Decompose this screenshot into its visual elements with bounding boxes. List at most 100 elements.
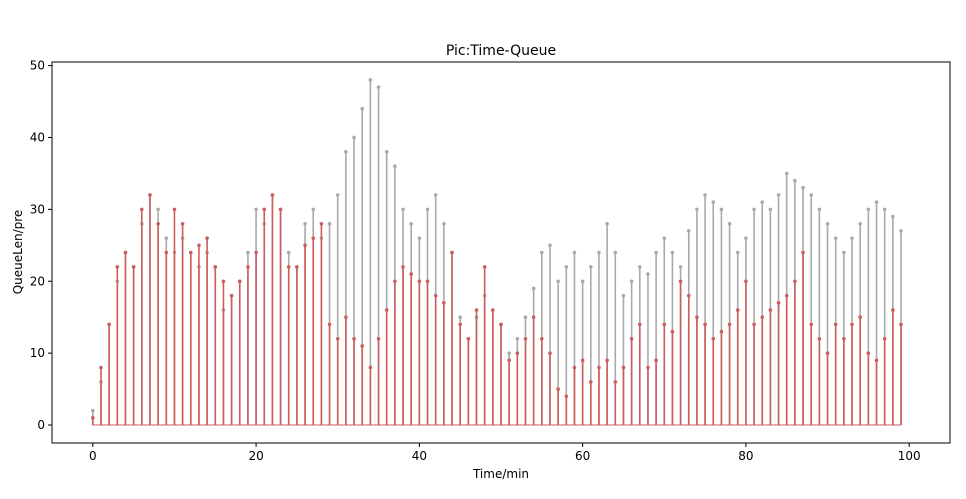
pre-marker — [344, 315, 348, 319]
queue-marker — [605, 221, 609, 226]
x-tick-label: 60 — [575, 449, 590, 463]
queue-marker — [768, 207, 773, 212]
queue-marker — [572, 250, 577, 255]
queue-marker — [327, 221, 332, 226]
pre-marker — [515, 351, 520, 355]
pre-marker — [589, 380, 593, 384]
y-tick-label: 50 — [30, 59, 45, 73]
pre-marker — [597, 365, 601, 370]
x-tick-label: 100 — [898, 449, 921, 463]
y-tick-label: 10 — [30, 346, 45, 360]
queue-marker — [425, 207, 430, 212]
queue-marker — [866, 207, 871, 212]
pre-marker — [874, 358, 879, 363]
pre-marker — [205, 236, 209, 240]
pre-marker — [866, 351, 871, 355]
pre-marker — [237, 279, 242, 284]
queue-marker — [507, 351, 511, 355]
x-tick-label: 0 — [89, 449, 97, 463]
queue-marker — [540, 250, 544, 255]
pre-marker — [768, 308, 773, 312]
pre-marker — [107, 322, 111, 327]
queue-marker — [548, 243, 552, 248]
queue-marker — [156, 207, 160, 212]
y-axis-label: QueueLen/pre — [11, 210, 25, 295]
pre-marker — [523, 336, 528, 341]
queue-marker — [850, 236, 854, 240]
pre-marker — [825, 351, 830, 355]
queue-marker — [417, 236, 422, 240]
pre-marker — [760, 315, 765, 319]
queue-marker — [654, 250, 658, 255]
pre-marker — [458, 322, 462, 327]
queue-marker — [695, 207, 699, 212]
queue-marker — [727, 221, 732, 226]
queue-marker — [752, 207, 756, 212]
queue-marker — [515, 336, 520, 341]
queue-marker — [531, 286, 536, 291]
pre-marker — [229, 293, 234, 298]
pre-marker — [368, 365, 373, 370]
x-axis-label: Time/min — [472, 467, 529, 481]
queue-marker — [760, 200, 765, 204]
axes-frame — [51, 61, 951, 444]
queue-marker — [874, 200, 879, 204]
queue-marker — [246, 250, 250, 255]
queue-marker — [286, 250, 291, 255]
queue-marker — [858, 221, 862, 226]
pre-marker — [670, 329, 675, 334]
queue-marker — [458, 315, 462, 319]
pre-marker — [711, 336, 716, 341]
pre-marker — [793, 279, 797, 284]
queue-marker — [833, 236, 838, 240]
plot-area — [91, 78, 903, 426]
queue-marker — [784, 171, 789, 176]
pre-marker — [613, 380, 618, 384]
queue-marker — [401, 207, 405, 212]
pre-marker — [180, 221, 185, 226]
queue-marker — [637, 265, 642, 269]
queue-marker — [703, 193, 707, 197]
pre-marker — [91, 416, 95, 420]
pre-marker — [621, 365, 626, 370]
pre-marker — [393, 279, 397, 284]
queue-marker — [744, 236, 748, 240]
pre-marker — [474, 308, 479, 312]
pre-marker — [899, 322, 903, 327]
pre-marker — [776, 301, 781, 305]
queue-marker — [899, 229, 903, 233]
queue-marker — [711, 200, 716, 204]
queue-marker — [344, 150, 348, 154]
queue-marker — [842, 250, 846, 255]
pre-marker — [466, 336, 471, 341]
pre-marker — [801, 250, 805, 255]
pre-marker — [842, 336, 846, 341]
pre-marker — [262, 207, 267, 212]
pre-marker — [703, 322, 707, 327]
x-axis: 0 20 40 60 80 100 — [89, 443, 921, 463]
pre-marker — [270, 193, 275, 197]
pre-marker — [507, 358, 511, 363]
pre-marker — [719, 329, 724, 334]
queue-marker — [523, 315, 528, 319]
queue-marker — [662, 236, 667, 240]
queue-marker — [580, 279, 585, 284]
pre-marker — [572, 365, 577, 370]
queue-marker — [891, 214, 895, 219]
queue-marker — [433, 193, 438, 197]
pre-marker — [531, 315, 536, 319]
pre-marker — [735, 308, 740, 312]
pre-marker — [858, 315, 862, 319]
queue-marker — [776, 193, 781, 197]
queue-marker — [303, 221, 307, 226]
pre-marker — [425, 279, 430, 284]
pre-marker — [727, 322, 732, 327]
queue-marker — [735, 250, 740, 255]
queue-marker — [670, 250, 675, 255]
pre-marker — [319, 221, 324, 226]
pre-marker — [809, 322, 814, 327]
pre-marker — [140, 207, 144, 212]
pre-series — [91, 193, 903, 426]
pre-marker — [833, 322, 838, 327]
pre-marker — [172, 207, 177, 212]
